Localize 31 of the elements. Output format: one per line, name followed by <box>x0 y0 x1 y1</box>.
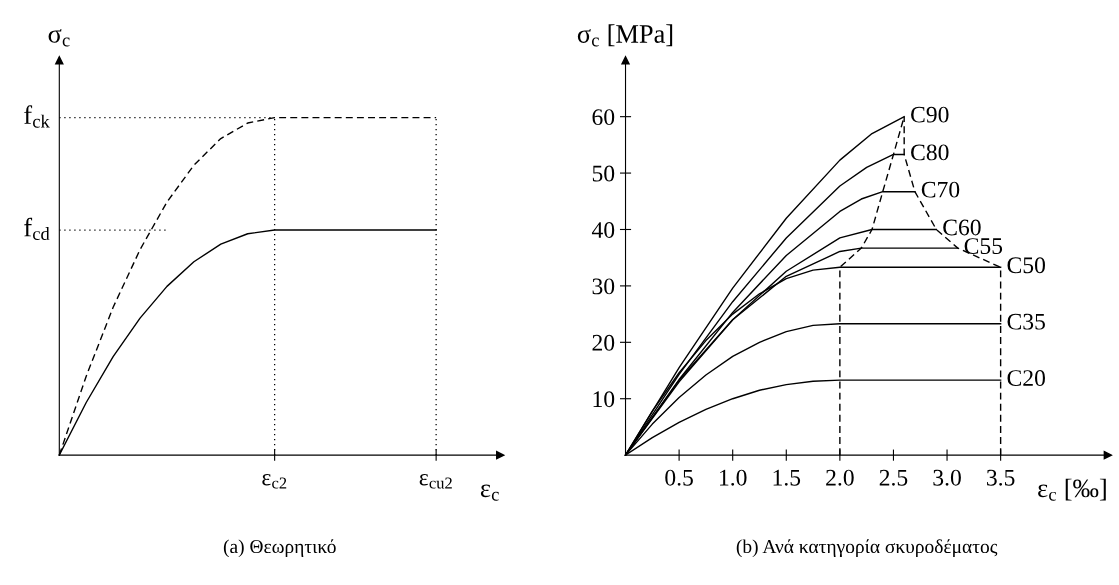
x-tick-label: 3.0 <box>933 469 961 486</box>
y-tick-label: 50 <box>592 165 615 182</box>
x-tick-label: 1.0 <box>720 469 747 486</box>
series-label: C35 <box>1007 313 1045 330</box>
ref-line-label: f$_{cd}$ <box>24 217 50 241</box>
series-label: C50 <box>1007 257 1045 274</box>
y-tick-label: 10 <box>593 391 615 408</box>
series-label: C20 <box>1007 370 1045 387</box>
x-tick-label: 2.5 <box>879 469 908 486</box>
x-tick-label: ε$_{cu2}$ <box>419 474 452 489</box>
y-axis-title: σ$_{c}$ [MPa] <box>577 24 673 47</box>
series-label: C60 <box>943 219 981 236</box>
series-label: C90 <box>911 106 949 123</box>
y-tick-label: 40 <box>591 221 615 238</box>
x-axis-title: ε$_{c}$ <box>480 484 499 501</box>
series-label: C70 <box>921 181 960 198</box>
x-tick-label: ε$_{c2}$ <box>262 474 287 489</box>
text: (a) Θεωρητικό <box>223 539 336 558</box>
y-tick-label: 60 <box>592 109 615 126</box>
x-axis-title: ε$_{c}$ [‰] <box>1038 478 1106 501</box>
y-axis-title: σ$_{c}$ <box>48 29 70 47</box>
x-tick-label: 0.5 <box>665 469 693 486</box>
x-tick-label: 3.5 <box>987 469 1015 486</box>
y-tick-label: 20 <box>592 334 615 351</box>
series-label: C55 <box>964 238 1003 255</box>
x-tick-label: 1.5 <box>773 469 801 486</box>
x-tick-label: 2.0 <box>826 469 854 486</box>
y-tick-label: 30 <box>592 278 615 295</box>
text: (b) Ανά κατηγορία σκυροδέματος <box>736 539 998 558</box>
series-label: C80 <box>911 144 949 161</box>
ref-line-label: f$_{ck}$ <box>24 105 50 128</box>
